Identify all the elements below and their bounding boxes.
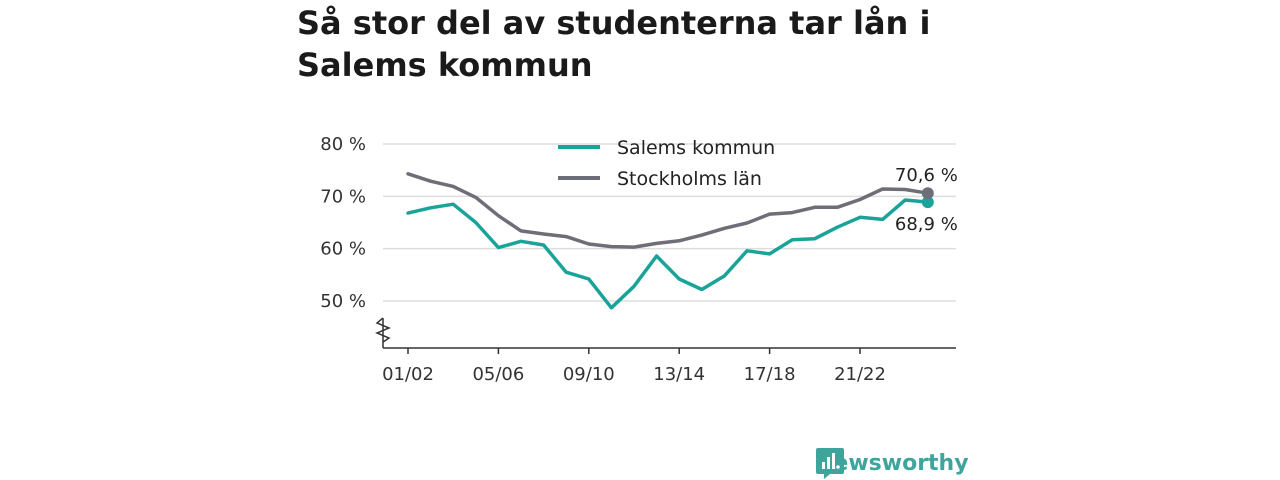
x-tick-label: 21/22 (834, 364, 886, 385)
page-title: Så stor del av studenterna tar lån i Sal… (297, 4, 931, 84)
legend-label: Salems kommun (617, 137, 775, 159)
legend: Salems kommun Stockholms län (558, 137, 775, 190)
end-value-label: 70,6 % (895, 165, 958, 186)
axes (375, 317, 956, 349)
y-tick-label: 60 % (320, 239, 366, 260)
y-tick-label: 80 % (320, 134, 366, 155)
x-tick-label: 01/02 (382, 364, 434, 385)
end-point-marker (921, 187, 934, 200)
grid-lines (383, 143, 956, 302)
series-lines (406, 172, 930, 310)
y-axis-ticks: 50 % 60 % 70 % 80 % (320, 134, 366, 312)
series-line-stockholm (406, 172, 930, 249)
legend-label: Stockholms län (617, 168, 762, 190)
series-line-salem (406, 198, 930, 310)
axis-break-icon (375, 317, 391, 343)
y-tick-label: 70 % (320, 186, 366, 207)
x-tick-label: 09/10 (563, 364, 615, 385)
y-tick-label: 50 % (320, 291, 366, 312)
end-point-marker (921, 196, 934, 209)
x-tick-label: 13/14 (653, 364, 705, 385)
brand-logo[interactable]: Newsworthy (815, 446, 969, 480)
end-markers: 68,9 % 70,6 % (895, 165, 958, 235)
x-axis-ticks: 01/02 05/06 09/10 13/14 17/18 21/22 (382, 348, 886, 385)
x-tick-label: 05/06 (472, 364, 524, 385)
newsworthy-logo-icon (816, 448, 844, 479)
end-value-label: 68,9 % (895, 214, 958, 235)
x-tick-label: 17/18 (744, 364, 796, 385)
